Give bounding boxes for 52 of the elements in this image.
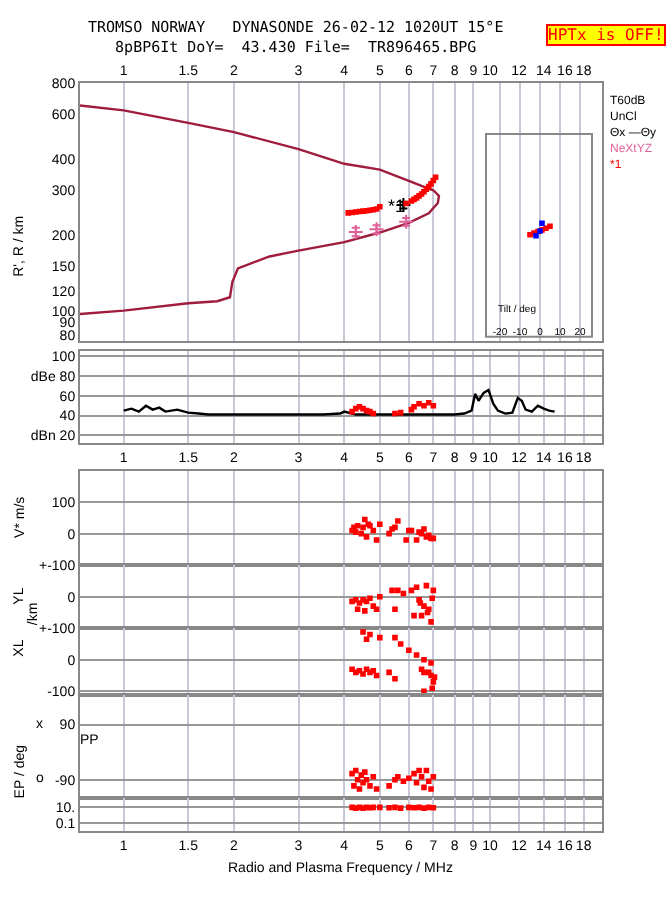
point [373, 537, 380, 543]
point [428, 660, 434, 666]
point [392, 606, 398, 613]
point [411, 770, 417, 777]
point [377, 634, 383, 641]
point [360, 629, 366, 635]
point [397, 641, 404, 647]
point [370, 527, 377, 534]
point [389, 587, 395, 594]
point [351, 783, 357, 789]
point [421, 656, 427, 663]
point [377, 521, 383, 528]
point [421, 526, 427, 532]
point [354, 606, 361, 613]
point [370, 773, 377, 780]
point [367, 631, 373, 638]
point [406, 647, 412, 654]
point [411, 612, 417, 619]
point [395, 518, 401, 524]
point [429, 685, 435, 691]
point [403, 537, 409, 543]
point [425, 778, 432, 785]
point [362, 608, 368, 614]
point [358, 530, 365, 537]
point [367, 783, 373, 789]
point [413, 537, 420, 543]
point [413, 584, 420, 591]
point [386, 783, 392, 789]
text: HPTx is OFF! [548, 26, 664, 44]
point [406, 775, 412, 782]
point [363, 534, 370, 540]
point [395, 587, 401, 594]
point [392, 675, 398, 682]
point [429, 595, 435, 602]
point [413, 780, 420, 786]
point [354, 776, 361, 783]
point [360, 524, 366, 531]
point [400, 778, 407, 785]
point [356, 786, 363, 792]
point [386, 669, 392, 676]
point [413, 652, 420, 658]
point [373, 606, 380, 613]
point [363, 636, 370, 643]
point [392, 634, 398, 641]
point [373, 786, 380, 792]
point [416, 767, 422, 774]
point [428, 619, 434, 625]
point [377, 593, 383, 600]
point [362, 769, 368, 775]
point [363, 776, 370, 783]
point [421, 784, 427, 791]
point [428, 786, 434, 792]
